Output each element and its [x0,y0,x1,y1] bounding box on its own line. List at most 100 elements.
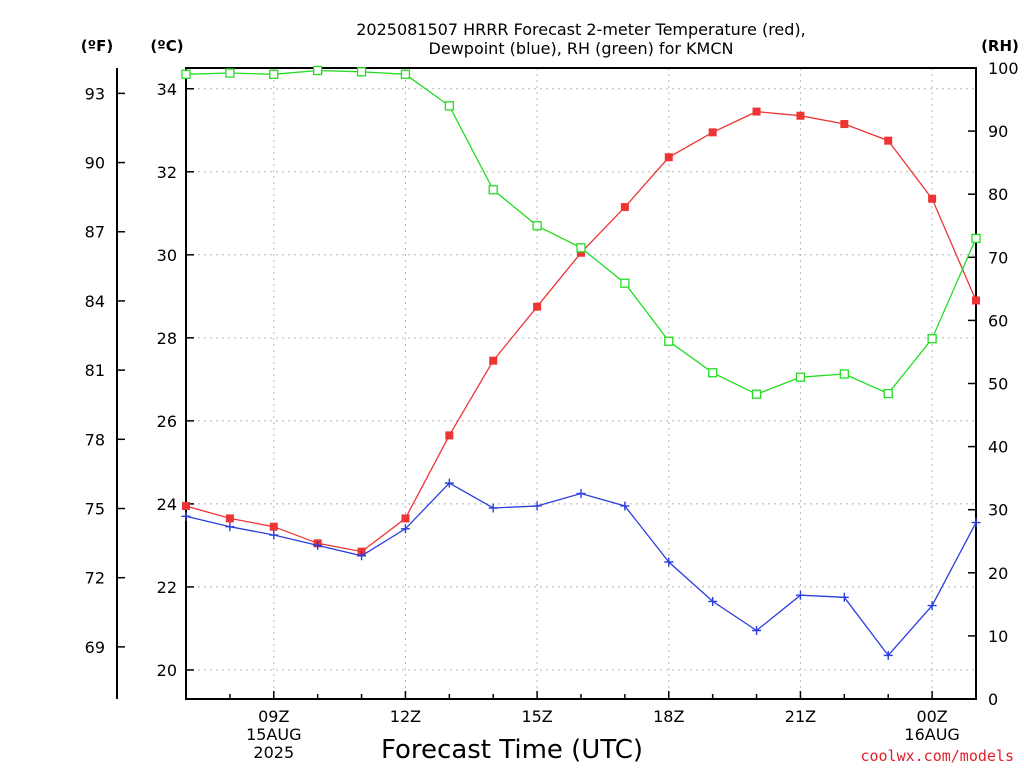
dewpoint-point [971,518,981,528]
series-rh [181,65,981,399]
x-tick-label: 18Z [653,707,684,726]
source-credit: coolwx.com/models [860,747,1014,765]
fahrenheit-tick-label: 93 [85,84,105,103]
temperature-point [620,203,629,212]
temperature-point [533,302,542,311]
x-tick-label: 15Z [521,707,552,726]
dewpoint-point [269,530,279,540]
temperature-point [182,501,190,510]
rh-point [313,65,323,76]
temperature-point [445,431,454,440]
dewpoint-point [795,590,805,600]
temperature-point [269,522,278,531]
fahrenheit-tick-label: 84 [85,292,105,311]
dewpoint-point [927,601,937,611]
celsius-tick-label: 28 [157,329,177,348]
x-tick-label: 16AUG [904,725,959,744]
rh-tick-label: 100 [988,59,1019,78]
rh-tick-label: 0 [988,690,998,709]
dewpoint-point [532,501,542,511]
dewpoint-point [400,524,410,534]
rh-tick-label: 20 [988,564,1008,583]
celsius-tick-label: 20 [157,661,177,680]
rh-point [269,69,279,79]
series-temperature [182,107,980,556]
fahrenheit-tick-label: 81 [85,361,105,380]
celsius-tick-label: 26 [157,412,177,431]
series-dewpoint [181,478,981,660]
dewpoint-point [839,592,849,602]
celsius-tick-label: 34 [157,80,177,99]
dewpoint-point [313,540,323,550]
dewpoint-point [708,596,718,606]
dewpoint-point [620,501,630,511]
x-tick-label: 00Z [916,707,947,726]
rh-point [708,368,718,378]
grid-lines [186,68,976,699]
rh-point [839,369,849,379]
rh-point [225,68,235,78]
x-axis-title: Forecast Time (UTC) [381,735,643,765]
rh-unit-label: (RH) [981,37,1019,55]
rh-tick-label: 30 [988,501,1008,520]
rh-point [620,278,630,288]
temperature-point [972,296,980,305]
rh-point [400,69,411,79]
dewpoint-point [225,522,235,532]
rh-tick-label: 80 [988,185,1008,204]
rh-point [751,389,762,399]
x-tick-label: 21Z [785,707,816,726]
rh-point [883,388,893,399]
fahrenheit-tick-label: 90 [85,154,105,173]
temperature-point [225,514,234,523]
temperature-point [401,514,410,523]
dewpoint-point [181,511,191,521]
temperature-point [577,248,585,257]
rh-tick-label: 60 [988,311,1008,330]
fahrenheit-tick-label: 75 [85,500,105,519]
fahrenheit-tick-label: 72 [85,569,105,588]
rh-tick-label: 70 [988,248,1008,267]
chart-title-line-2: Dewpoint (blue), RH (green) for KMCN [429,39,734,58]
chart-title-line-1: 2025081507 HRRR Forecast 2-meter Tempera… [356,20,806,39]
rh-point [444,101,454,111]
temperature-point [840,120,849,129]
celsius-tick-label: 22 [157,578,177,597]
rh-tick-label: 50 [988,375,1008,394]
rh-point [576,243,586,253]
rh-tick-label: 40 [988,438,1008,457]
rh-point [532,221,542,231]
celsius-tick-label: 24 [157,495,177,514]
temperature-point [489,356,498,365]
data-series [181,65,981,660]
x-tick-label: 2025 [253,743,294,762]
dewpoint-point [752,626,762,636]
temperature-point [928,194,937,203]
temperature-point [796,111,805,120]
rh-point [664,336,674,346]
dewpoint-point [357,551,367,561]
fahrenheit-unit-label: (ºF) [81,37,113,55]
fahrenheit-tick-label: 78 [85,430,105,449]
axes [116,67,977,700]
dewpoint-point [488,503,498,513]
plot-frame [185,67,977,700]
dewpoint-point [664,557,674,567]
rh-point [927,334,937,344]
temperature-point [752,107,761,116]
x-tick-label: 12Z [390,707,421,726]
celsius-unit-label: (ºC) [150,37,183,55]
dewpoint-point [576,489,586,499]
tick-labels: 20 22 24 26 28 30 32 34 69 72 75 78 81 84 87 90 93 0 10 20 3… [85,59,1019,762]
rh-line [185,69,977,395]
rh-point [971,233,981,244]
dewpoint-point [883,650,893,660]
rh-point [795,372,806,382]
temperature-line [185,110,977,553]
celsius-tick-label: 30 [157,246,177,265]
fahrenheit-tick-label: 69 [85,638,105,657]
rh-point [181,69,191,79]
rh-tick-label: 10 [988,627,1008,646]
x-tick-label: 15AUG [246,725,301,744]
